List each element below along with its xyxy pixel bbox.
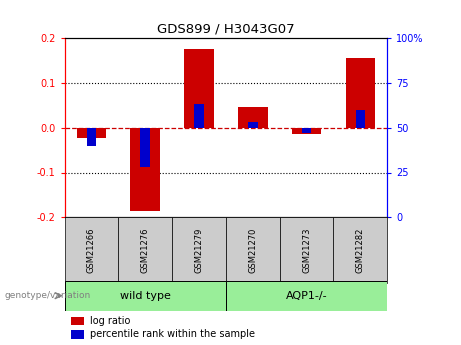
Bar <box>238 107 267 128</box>
Text: AQP1-/-: AQP1-/- <box>286 291 327 301</box>
Bar <box>130 128 160 210</box>
FancyBboxPatch shape <box>226 217 280 283</box>
Text: GSM21273: GSM21273 <box>302 227 311 273</box>
FancyBboxPatch shape <box>118 217 172 283</box>
Bar <box>140 128 150 167</box>
FancyBboxPatch shape <box>65 217 118 283</box>
Text: GSM21276: GSM21276 <box>141 227 150 273</box>
Bar <box>355 110 365 128</box>
Bar <box>87 128 96 146</box>
Bar <box>248 122 258 128</box>
Bar <box>184 49 214 128</box>
Text: wild type: wild type <box>120 291 171 301</box>
Text: GSM21266: GSM21266 <box>87 227 96 273</box>
FancyBboxPatch shape <box>172 217 226 283</box>
Bar <box>292 128 321 134</box>
Text: GSM21279: GSM21279 <box>195 227 203 273</box>
Bar <box>77 128 106 138</box>
Bar <box>194 104 204 128</box>
FancyBboxPatch shape <box>226 281 387 310</box>
Text: GSM21282: GSM21282 <box>356 227 365 273</box>
Text: GSM21270: GSM21270 <box>248 227 257 273</box>
Text: percentile rank within the sample: percentile rank within the sample <box>90 329 255 339</box>
Bar <box>346 58 375 128</box>
Bar <box>71 317 84 325</box>
Text: log ratio: log ratio <box>90 316 131 326</box>
FancyBboxPatch shape <box>65 281 226 310</box>
Text: genotype/variation: genotype/variation <box>5 291 91 300</box>
FancyBboxPatch shape <box>280 217 333 283</box>
Title: GDS899 / H3043G07: GDS899 / H3043G07 <box>157 22 295 36</box>
Bar <box>301 128 311 133</box>
FancyBboxPatch shape <box>333 217 387 283</box>
Bar <box>71 330 84 339</box>
